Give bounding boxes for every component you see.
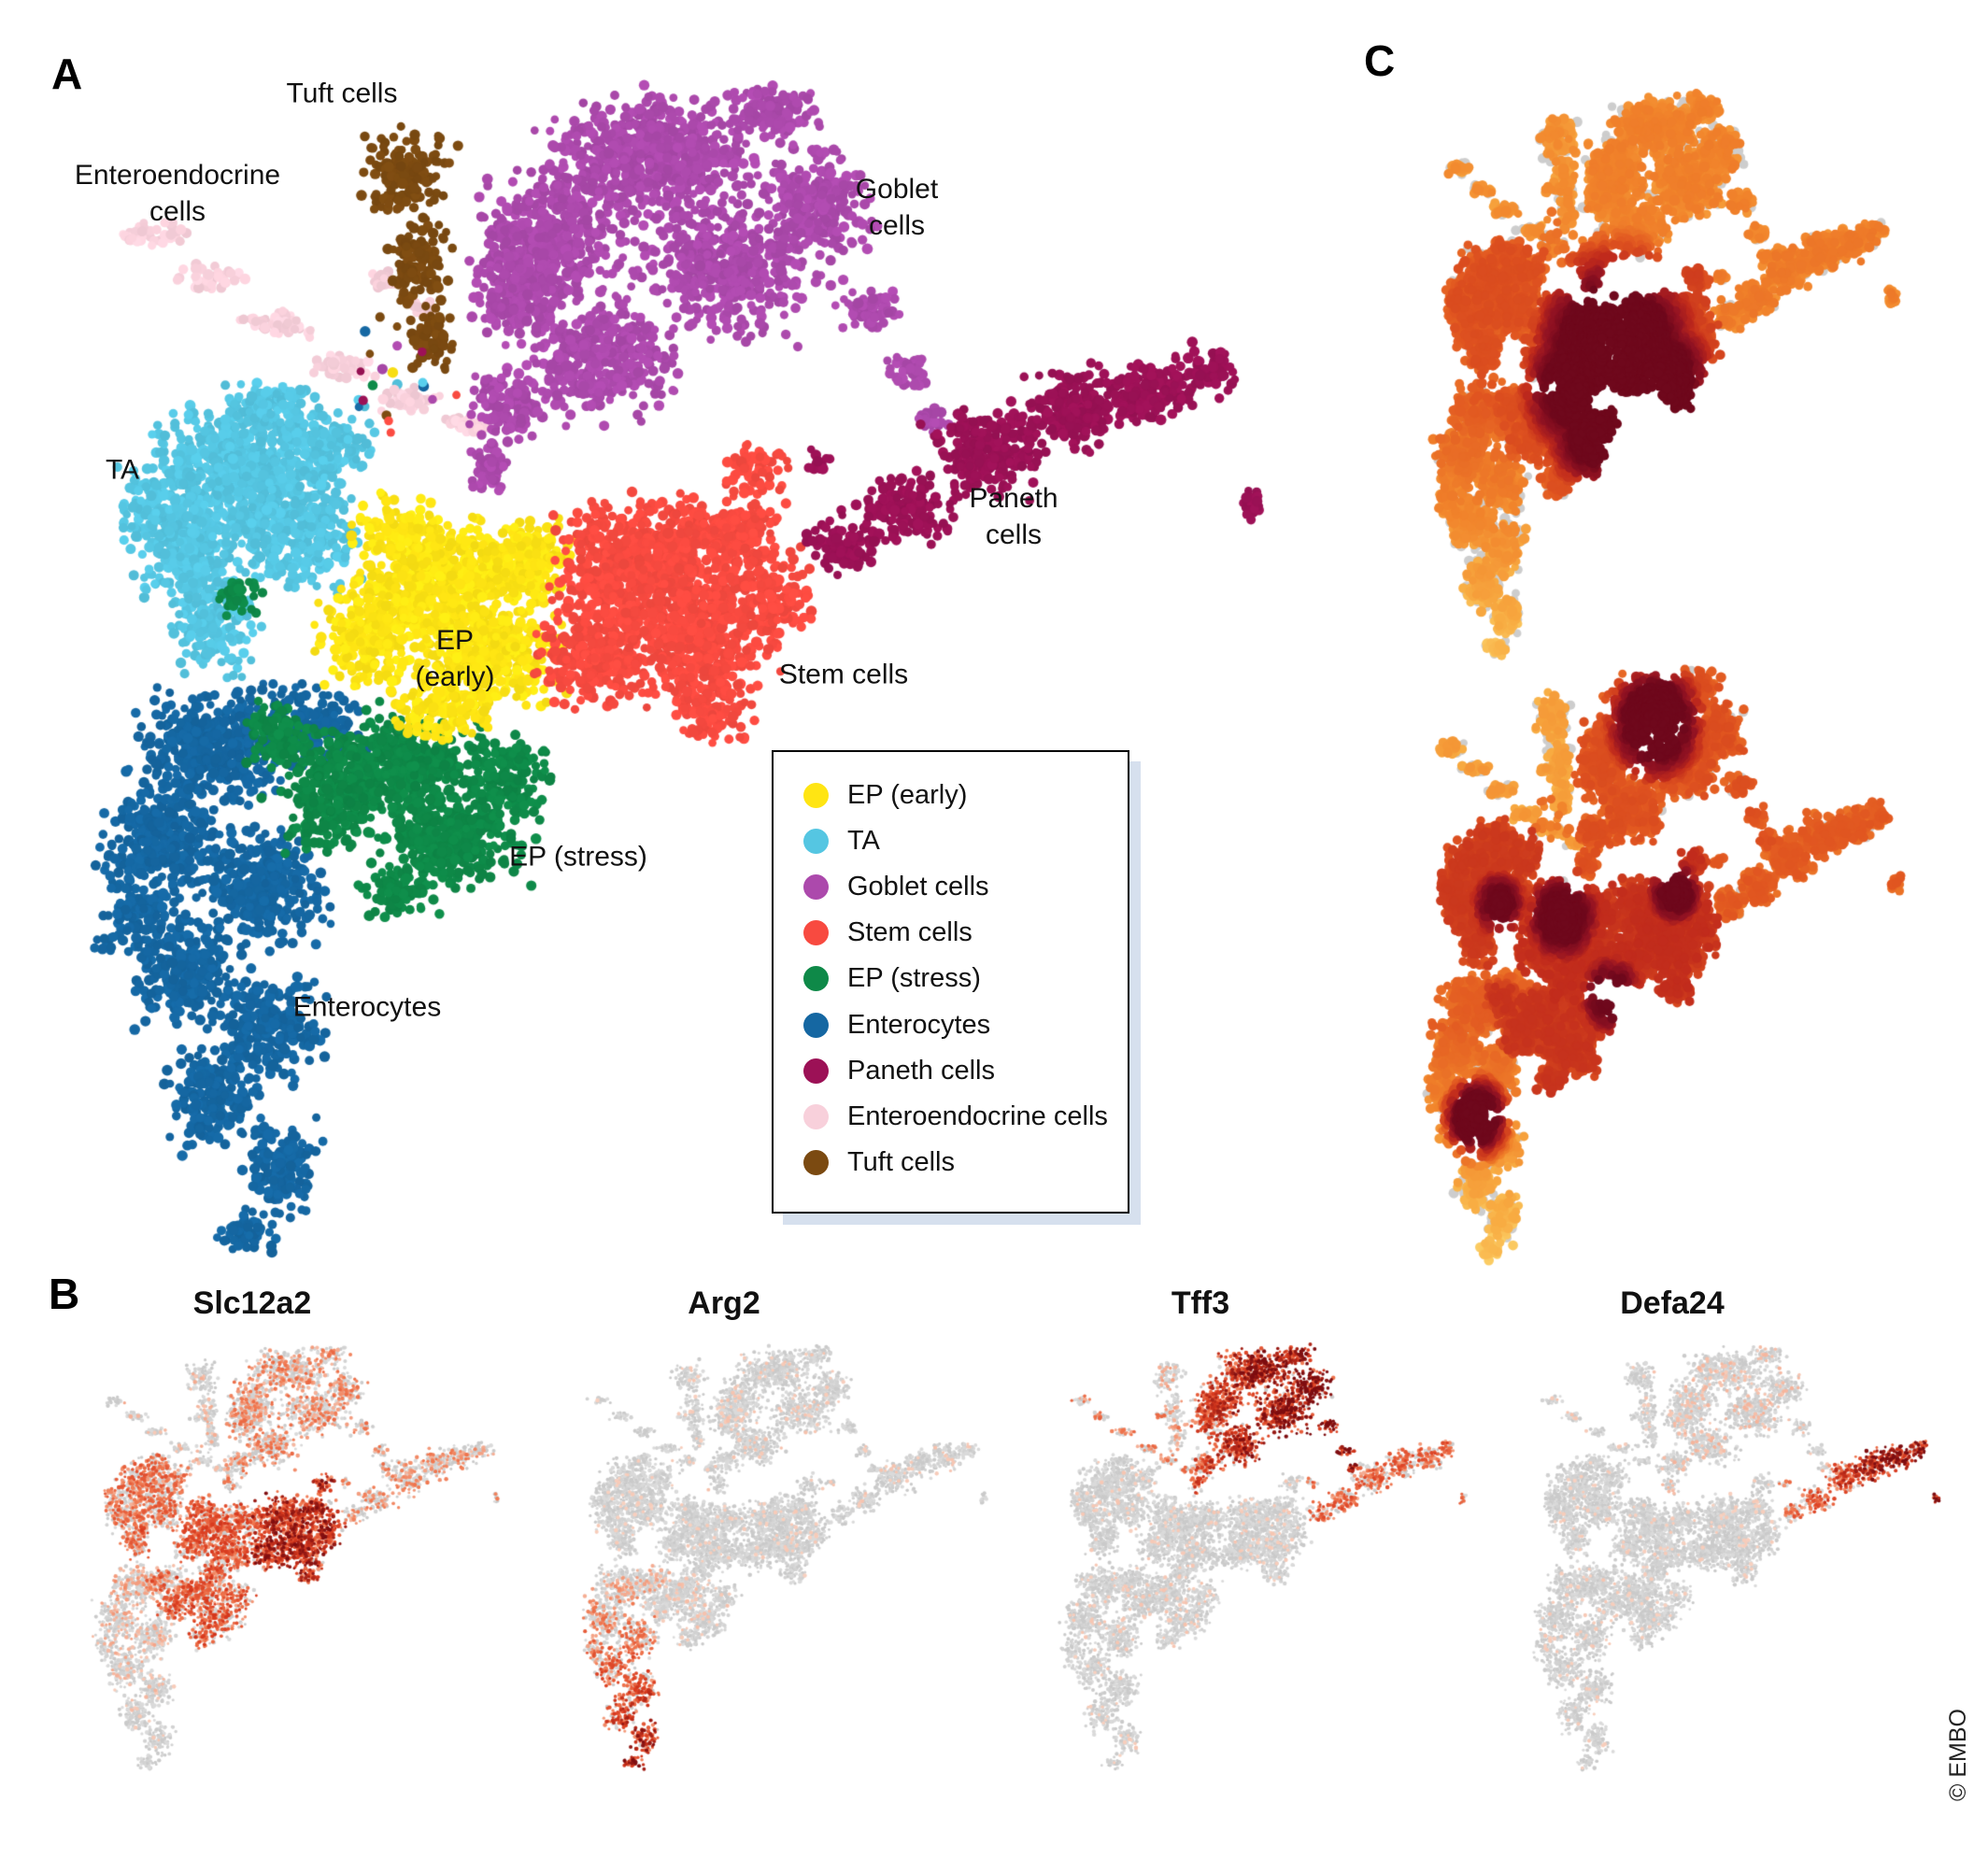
gene-title-slc12a2: Slc12a2: [192, 1285, 312, 1321]
legend-item-paneth: Paneth cells: [803, 1056, 1122, 1086]
gene-title-arg2: Arg2: [688, 1285, 760, 1321]
cluster-label-line: cells: [149, 196, 206, 227]
panel-c-letter: C: [1364, 36, 1396, 85]
cluster-label-line: TA: [105, 454, 140, 486]
legend-item-stem: Stem cells: [803, 917, 1122, 948]
legend-label-entero: Enterocytes: [847, 1009, 991, 1040]
gene-expression-plot-slc12a2: [75, 1331, 514, 1826]
legend: EP (early) TA Goblet cells Stem cells EP (st…: [772, 750, 1129, 1214]
gene-expression-plot-tff3: [1041, 1331, 1480, 1826]
legend-label-goblet: Goblet cells: [847, 872, 989, 902]
legend-label-ep_early: EP (early): [847, 780, 968, 811]
density-plot-bottom: [1401, 652, 1924, 1287]
legend-label-paneth: Paneth cells: [847, 1055, 995, 1086]
cluster-label-line: cells: [868, 210, 926, 241]
legend-label-ta: TA: [847, 826, 880, 857]
copyright-credit: © EMBO: [1945, 1709, 1971, 1801]
cluster-label-ta: TA: [106, 452, 139, 489]
gene-expression-plot-defa24: [1513, 1331, 1952, 1826]
cluster-label-ep-stress: EP (stress): [509, 839, 647, 875]
cluster-label-enteroendocrine-cells: Enteroendocrine cells: [75, 157, 280, 230]
cluster-label-line: Enteroendocrine: [74, 160, 281, 191]
cluster-label-line: Goblet: [855, 174, 939, 205]
legend-item-goblet: Goblet cells: [803, 872, 1122, 902]
cluster-label-line: EP: [435, 625, 475, 656]
legend-item-ep_stress: EP (stress): [803, 963, 1122, 994]
cluster-label-ep-early: EP (early): [415, 622, 494, 695]
legend-swatch-eec: [803, 1103, 829, 1129]
legend-label-tuft: Tuft cells: [847, 1146, 955, 1177]
legend-swatch-tuft: [803, 1149, 829, 1175]
legend-swatch-entero: [803, 1012, 829, 1038]
cluster-label-line: Enterocytes: [292, 991, 442, 1023]
legend-swatch-ep_stress: [803, 966, 829, 992]
legend-swatch-stem: [803, 920, 829, 946]
cluster-label-line: cells: [985, 519, 1042, 550]
legend-item-eec: Enteroendocrine cells: [803, 1101, 1122, 1132]
cluster-label-line: EP (stress): [509, 841, 647, 873]
cluster-label-tuft-cells: Tuft cells: [287, 76, 398, 112]
gene-expression-plot-arg2: [561, 1331, 1000, 1826]
legend-swatch-ep_early: [803, 783, 829, 809]
gene-title-defa24: Defa24: [1620, 1285, 1725, 1321]
cluster-label-stem-cells: Stem cells: [779, 657, 908, 693]
cluster-label-enterocytes: Enterocytes: [293, 989, 441, 1026]
legend-label-stem: Stem cells: [847, 917, 973, 948]
density-plot-top: [1401, 65, 1924, 682]
cluster-label-goblet-cells: Goblet cells: [856, 171, 938, 244]
legend-item-ta: TA: [803, 826, 1122, 857]
cluster-label-paneth-cells: Paneth cells: [969, 480, 1058, 553]
legend-swatch-goblet: [803, 874, 829, 901]
cluster-label-line: Paneth: [969, 483, 1058, 514]
legend-swatch-ta: [803, 829, 829, 855]
legend-swatch-paneth: [803, 1058, 829, 1084]
legend-item-ep_early: EP (early): [803, 780, 1122, 811]
cluster-label-line: (early): [415, 661, 495, 692]
gene-title-tff3: Tff3: [1171, 1285, 1230, 1321]
cluster-label-line: Stem cells: [778, 659, 909, 690]
legend-item-tuft: Tuft cells: [803, 1147, 1122, 1178]
legend-label-ep_stress: EP (stress): [847, 963, 981, 994]
cluster-label-line: Tuft cells: [286, 78, 398, 109]
legend-item-entero: Enterocytes: [803, 1010, 1122, 1041]
legend-label-eec: Enteroendocrine cells: [847, 1100, 1108, 1131]
